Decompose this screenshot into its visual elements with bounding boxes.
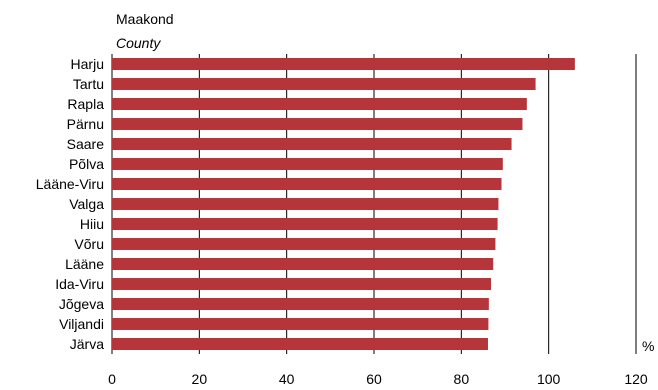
bar-tartu bbox=[112, 78, 536, 90]
bar-viljandi bbox=[112, 318, 489, 330]
category-label: Lääne-Viru bbox=[36, 176, 104, 192]
chart-subtitle: County bbox=[116, 35, 161, 51]
x-axis-ticks: 0 20 40 60 80 100 120 bbox=[108, 371, 648, 387]
category-label: Saare bbox=[67, 136, 105, 152]
category-label: Hiiu bbox=[80, 216, 104, 232]
bar-lääne-viru bbox=[112, 178, 502, 190]
category-label: Harju bbox=[71, 56, 104, 72]
category-label: Viljandi bbox=[59, 316, 104, 332]
x-tick-label: 40 bbox=[279, 371, 295, 387]
category-label: Lääne bbox=[65, 256, 104, 272]
bar-jõgeva bbox=[112, 298, 489, 310]
category-label: Põlva bbox=[69, 156, 104, 172]
category-label: Valga bbox=[69, 196, 104, 212]
x-tick-label: 100 bbox=[537, 371, 561, 387]
bars bbox=[112, 58, 575, 350]
bar-järva bbox=[112, 338, 488, 350]
x-tick-label: 0 bbox=[108, 371, 116, 387]
bar-harju bbox=[112, 58, 575, 70]
x-tick-label: 80 bbox=[454, 371, 470, 387]
category-label: Pärnu bbox=[67, 116, 104, 132]
bar-lääne bbox=[112, 258, 494, 270]
x-axis-unit-label: % bbox=[642, 338, 654, 354]
category-label: Järva bbox=[70, 336, 104, 352]
x-tick-label: 120 bbox=[624, 371, 648, 387]
bar-ida-viru bbox=[112, 278, 492, 290]
bar-põlva bbox=[112, 158, 503, 170]
x-tick-label: 20 bbox=[192, 371, 208, 387]
category-label: Ida-Viru bbox=[55, 276, 104, 292]
bar-saare bbox=[112, 138, 512, 150]
bar-rapla bbox=[112, 98, 527, 110]
category-labels: Harju Tartu Rapla Pärnu Saare Põlva Lääne-Viru… bbox=[36, 56, 104, 352]
bar-võru bbox=[112, 238, 496, 250]
bar-valga bbox=[112, 198, 499, 210]
x-tick-label: 60 bbox=[366, 371, 382, 387]
category-label: Võru bbox=[74, 236, 104, 252]
category-label: Jõgeva bbox=[59, 296, 104, 312]
category-label: Tartu bbox=[73, 76, 104, 92]
chart-title: Maakond bbox=[116, 11, 174, 27]
bar-hiiu bbox=[112, 218, 498, 230]
category-label: Rapla bbox=[67, 96, 104, 112]
bar-pärnu bbox=[112, 118, 523, 130]
